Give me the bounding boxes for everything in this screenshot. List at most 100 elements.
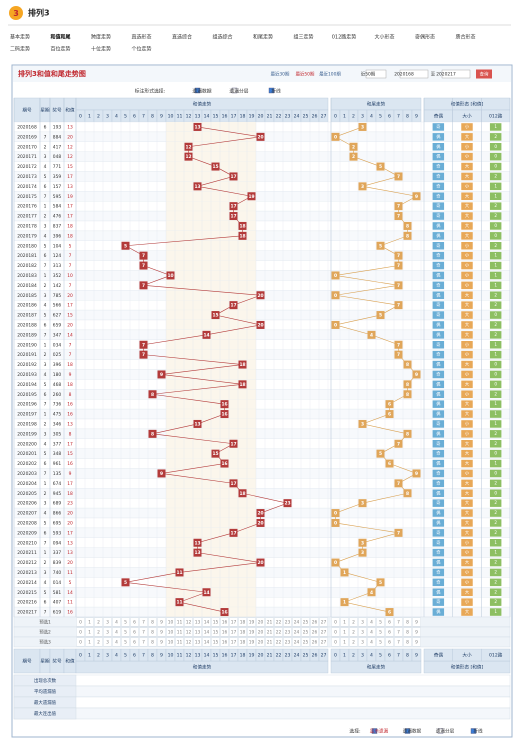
- preselect-number[interactable]: 2: [97, 620, 100, 626]
- preselect-number[interactable]: 19: [249, 620, 255, 626]
- preselect-number[interactable]: 4: [370, 640, 373, 646]
- preselect-number[interactable]: 5: [124, 630, 127, 636]
- preselect-number[interactable]: 15: [213, 630, 219, 636]
- preselect-number[interactable]: 22: [276, 620, 282, 626]
- footer-option[interactable]: 遗漏数据: [403, 728, 422, 735]
- preselect-number[interactable]: 8: [151, 630, 154, 636]
- nav-link[interactable]: 直选形态: [131, 34, 151, 41]
- preselect-number[interactable]: 17: [231, 620, 237, 626]
- preselect-number[interactable]: 7: [142, 630, 145, 636]
- preselect-number[interactable]: 9: [160, 640, 163, 646]
- preselect-number[interactable]: 3: [361, 620, 364, 626]
- preselect-number[interactable]: 0: [79, 640, 82, 646]
- preselect-number[interactable]: 0: [79, 620, 82, 626]
- preselect-number[interactable]: 9: [415, 620, 418, 626]
- preselect-number[interactable]: 11: [177, 630, 183, 636]
- period-link[interactable]: 最近100期: [319, 71, 341, 78]
- preselect-number[interactable]: 9: [160, 620, 163, 626]
- nav-link[interactable]: 和尾走势: [253, 34, 273, 41]
- preselect-number[interactable]: 8: [151, 620, 154, 626]
- option-label[interactable]: 遗漏数据: [192, 88, 211, 95]
- preselect-number[interactable]: 1: [343, 620, 346, 626]
- preselect-number[interactable]: 12: [186, 620, 192, 626]
- preselect-number[interactable]: 18: [240, 620, 246, 626]
- preselect-number[interactable]: 5: [124, 620, 127, 626]
- preselect-number[interactable]: 25: [303, 640, 309, 646]
- preselect-number[interactable]: 16: [222, 620, 228, 626]
- preselect-number[interactable]: 0: [334, 640, 337, 646]
- preselect-number[interactable]: 0: [79, 630, 82, 636]
- nav-link[interactable]: 二码走势: [10, 46, 30, 53]
- preselect-number[interactable]: 14: [204, 630, 210, 636]
- from-input[interactable]: 2020168: [394, 72, 414, 78]
- nav-link[interactable]: 组三走势: [293, 34, 313, 41]
- nav-link[interactable]: 个位走势: [131, 46, 151, 53]
- preselect-number[interactable]: 20: [258, 630, 264, 636]
- preselect-number[interactable]: 22: [276, 640, 282, 646]
- preselect-number[interactable]: 2: [97, 640, 100, 646]
- preselect-number[interactable]: 13: [195, 640, 201, 646]
- preselect-number[interactable]: 1: [88, 630, 91, 636]
- preselect-number[interactable]: 1: [343, 630, 346, 636]
- preselect-number[interactable]: 10: [168, 640, 174, 646]
- preselect-number[interactable]: 5: [379, 620, 382, 626]
- preselect-number[interactable]: 21: [267, 640, 273, 646]
- preselect-number[interactable]: 9: [160, 630, 163, 636]
- preselect-number[interactable]: 2: [352, 630, 355, 636]
- preselect-number[interactable]: 16: [222, 640, 228, 646]
- preselect-number[interactable]: 7: [142, 640, 145, 646]
- preselect-number[interactable]: 3: [106, 640, 109, 646]
- footer-option[interactable]: 显示遗漏: [370, 728, 389, 735]
- preselect-number[interactable]: 15: [213, 640, 219, 646]
- preselect-number[interactable]: 18: [240, 640, 246, 646]
- preselect-number[interactable]: 13: [195, 630, 201, 636]
- preselect-number[interactable]: 12: [186, 640, 192, 646]
- preselect-number[interactable]: 4: [115, 620, 118, 626]
- preselect-number[interactable]: 26: [312, 640, 318, 646]
- preselect-number[interactable]: 27: [321, 640, 327, 646]
- nav-link[interactable]: 组选综合: [212, 34, 232, 41]
- preselect-number[interactable]: 7: [142, 620, 145, 626]
- preselect-number[interactable]: 1: [343, 640, 346, 646]
- preselect-number[interactable]: 6: [388, 640, 391, 646]
- preselect-number[interactable]: 19: [249, 640, 255, 646]
- preselect-number[interactable]: 27: [321, 630, 327, 636]
- preselect-number[interactable]: 0: [334, 620, 337, 626]
- preselect-number[interactable]: 1: [88, 620, 91, 626]
- preselect-number[interactable]: 2: [352, 620, 355, 626]
- preselect-number[interactable]: 7: [397, 620, 400, 626]
- preselect-number[interactable]: 27: [321, 620, 327, 626]
- nav-link[interactable]: 十位走势: [91, 46, 111, 53]
- preselect-number[interactable]: 8: [406, 640, 409, 646]
- preselect-number[interactable]: 8: [406, 620, 409, 626]
- preselect-number[interactable]: 20: [258, 620, 264, 626]
- preselect-number[interactable]: 2: [97, 630, 100, 636]
- preselect-number[interactable]: 24: [294, 630, 300, 636]
- nav-link[interactable]: 大小形态: [374, 34, 394, 41]
- option-label[interactable]: 折线: [271, 88, 281, 95]
- preselect-number[interactable]: 25: [303, 630, 309, 636]
- preselect-number[interactable]: 21: [267, 620, 273, 626]
- nav-link[interactable]: 奇偶形态: [415, 34, 435, 41]
- preselect-number[interactable]: 5: [379, 640, 382, 646]
- preselect-number[interactable]: 23: [285, 640, 291, 646]
- preselect-number[interactable]: 6: [133, 640, 136, 646]
- preselect-number[interactable]: 9: [415, 640, 418, 646]
- option-label[interactable]: 遗漏分层: [229, 88, 248, 95]
- preselect-number[interactable]: 0: [334, 630, 337, 636]
- preselect-number[interactable]: 5: [379, 630, 382, 636]
- footer-option[interactable]: 遗漏分层: [436, 728, 455, 735]
- preselect-number[interactable]: 3: [361, 640, 364, 646]
- preselect-number[interactable]: 4: [370, 630, 373, 636]
- preselect-number[interactable]: 5: [124, 640, 127, 646]
- preselect-number[interactable]: 3: [106, 620, 109, 626]
- preselect-number[interactable]: 24: [294, 640, 300, 646]
- preselect-number[interactable]: 1: [88, 640, 91, 646]
- preselect-number[interactable]: 6: [133, 620, 136, 626]
- preselect-number[interactable]: 8: [151, 640, 154, 646]
- preselect-number[interactable]: 6: [388, 620, 391, 626]
- preselect-number[interactable]: 17: [231, 630, 237, 636]
- preselect-number[interactable]: 13: [195, 620, 201, 626]
- preselect-number[interactable]: 21: [267, 630, 273, 636]
- preselect-number[interactable]: 22: [276, 630, 282, 636]
